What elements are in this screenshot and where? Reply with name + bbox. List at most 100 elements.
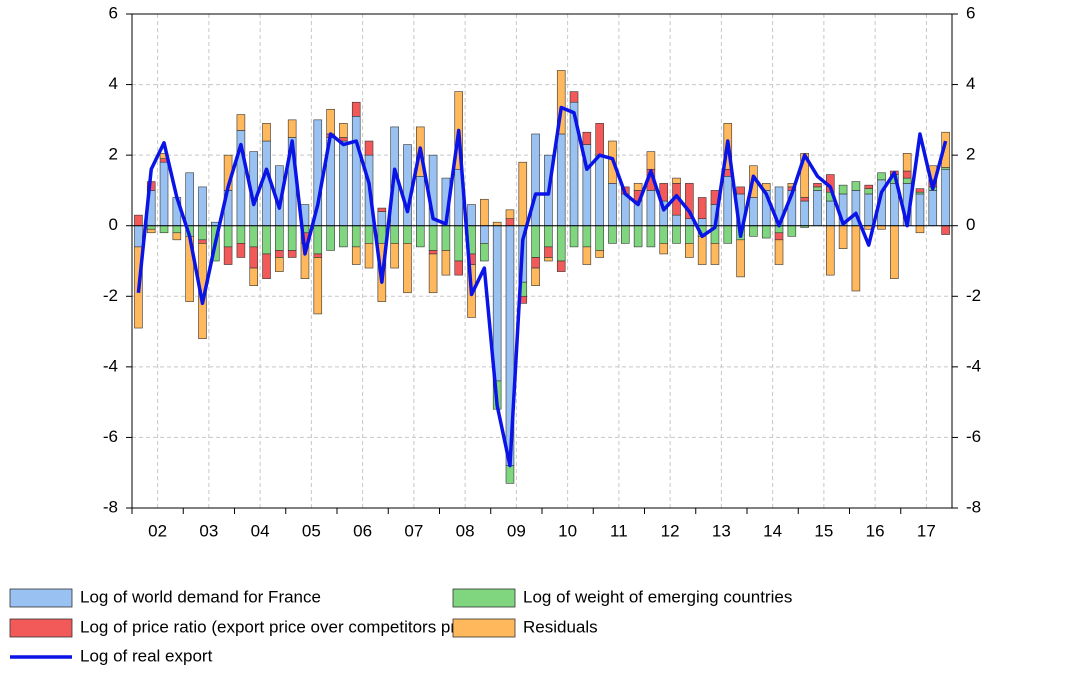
bar-segment xyxy=(480,198,489,227)
legend-label: Log of world demand for France xyxy=(80,587,321,606)
bar-segment xyxy=(441,225,451,251)
y-tick-label: 4 xyxy=(109,74,118,93)
bar-segment xyxy=(505,465,515,484)
bar-segment xyxy=(428,250,438,255)
bar-segment xyxy=(902,153,912,172)
legend-swatch xyxy=(452,588,516,608)
bar-segment xyxy=(864,193,873,227)
bar-segment xyxy=(198,225,207,241)
bar-segment xyxy=(351,246,361,265)
y-tick-label: -4 xyxy=(103,356,118,375)
bar-segment xyxy=(787,225,797,237)
bar-segment xyxy=(736,186,745,195)
bar-segment xyxy=(428,253,438,294)
x-tick-label: 07 xyxy=(404,521,423,540)
bar-segment xyxy=(236,114,246,131)
bar-segment xyxy=(416,176,425,227)
bar-segment xyxy=(608,225,617,244)
bar-segment xyxy=(262,225,271,255)
bar-segment xyxy=(146,225,156,230)
bar-segment xyxy=(582,225,592,248)
bar-segment xyxy=(223,225,233,248)
bar-segment xyxy=(749,197,758,227)
bar-segment xyxy=(902,177,912,184)
bar-segment xyxy=(480,225,489,244)
bar-segment xyxy=(608,183,617,227)
bar-segment xyxy=(659,225,668,244)
bar-segment xyxy=(864,184,873,189)
bar-segment xyxy=(249,267,258,286)
bar-segment xyxy=(275,257,284,272)
x-tick-label: 09 xyxy=(507,521,526,540)
bar-segment xyxy=(736,239,745,278)
bar-segment xyxy=(582,131,592,145)
bar-segment xyxy=(838,225,848,249)
bar-segment xyxy=(249,246,258,269)
bar-segment xyxy=(761,225,771,239)
bar-segment xyxy=(428,225,438,251)
bar-segment xyxy=(659,243,668,255)
bar-segment xyxy=(198,239,207,244)
bar-segment xyxy=(185,172,194,227)
bar-segment xyxy=(710,243,720,265)
x-tick-label: 11 xyxy=(610,521,628,540)
bar-segment xyxy=(364,140,374,156)
legend-swatch xyxy=(9,618,73,638)
bar-segment xyxy=(505,209,515,219)
bar-segment xyxy=(813,186,822,191)
bar-segment xyxy=(621,225,630,244)
bar-segment xyxy=(505,218,515,227)
bar-segment xyxy=(685,183,694,219)
y2-tick-label: -2 xyxy=(966,286,981,305)
bar-segment xyxy=(198,186,207,227)
bar-segment xyxy=(275,225,284,251)
bar-segment xyxy=(467,204,476,227)
bar-segment xyxy=(377,211,387,227)
bar-segment xyxy=(864,188,873,195)
bar-segment xyxy=(915,193,925,227)
x-tick-label: 12 xyxy=(661,521,680,540)
bar-segment xyxy=(672,177,681,184)
bar-segment xyxy=(595,123,604,156)
bar-segment xyxy=(800,197,809,202)
bar-segment xyxy=(146,228,156,234)
x-tick-label: 14 xyxy=(763,521,782,540)
bar-segment xyxy=(518,161,528,227)
bar-segment xyxy=(172,225,182,234)
bar-segment xyxy=(851,181,861,191)
x-tick-label: 06 xyxy=(353,521,372,540)
bar-segment xyxy=(569,91,579,103)
bar-segment xyxy=(646,225,656,248)
y2-tick-label: 2 xyxy=(966,145,975,164)
bar-segment xyxy=(262,253,271,279)
bar-segment xyxy=(633,183,643,191)
y-tick-label: -6 xyxy=(103,427,118,446)
x-tick-label: 13 xyxy=(712,521,731,540)
bar-segment xyxy=(685,243,694,258)
bar-segment xyxy=(287,225,297,251)
bar-segment xyxy=(377,225,387,244)
bar-segment xyxy=(595,154,604,227)
bar-segment xyxy=(659,183,668,202)
bar-segment xyxy=(403,144,412,227)
bar-segment xyxy=(556,133,566,227)
bar-segment xyxy=(480,243,489,262)
y2-tick-label: -6 xyxy=(966,427,981,446)
y-tick-label: 2 xyxy=(109,145,118,164)
bar-segment xyxy=(774,239,784,265)
bar-segment xyxy=(326,225,335,251)
bar-segment xyxy=(556,70,566,135)
bar-segment xyxy=(621,193,630,227)
x-tick-label: 10 xyxy=(558,521,577,540)
bar-segment xyxy=(364,225,374,244)
x-tick-label: 15 xyxy=(814,521,833,540)
bar-segment xyxy=(826,225,835,276)
bar-segment xyxy=(838,184,848,195)
bar-segment xyxy=(672,225,681,244)
bar-segment xyxy=(915,188,925,193)
bar-segment xyxy=(800,200,809,227)
bar-segment xyxy=(569,225,579,248)
bar-segment xyxy=(339,225,348,248)
x-tick-label: 08 xyxy=(456,521,475,540)
bar-segment xyxy=(851,225,861,292)
